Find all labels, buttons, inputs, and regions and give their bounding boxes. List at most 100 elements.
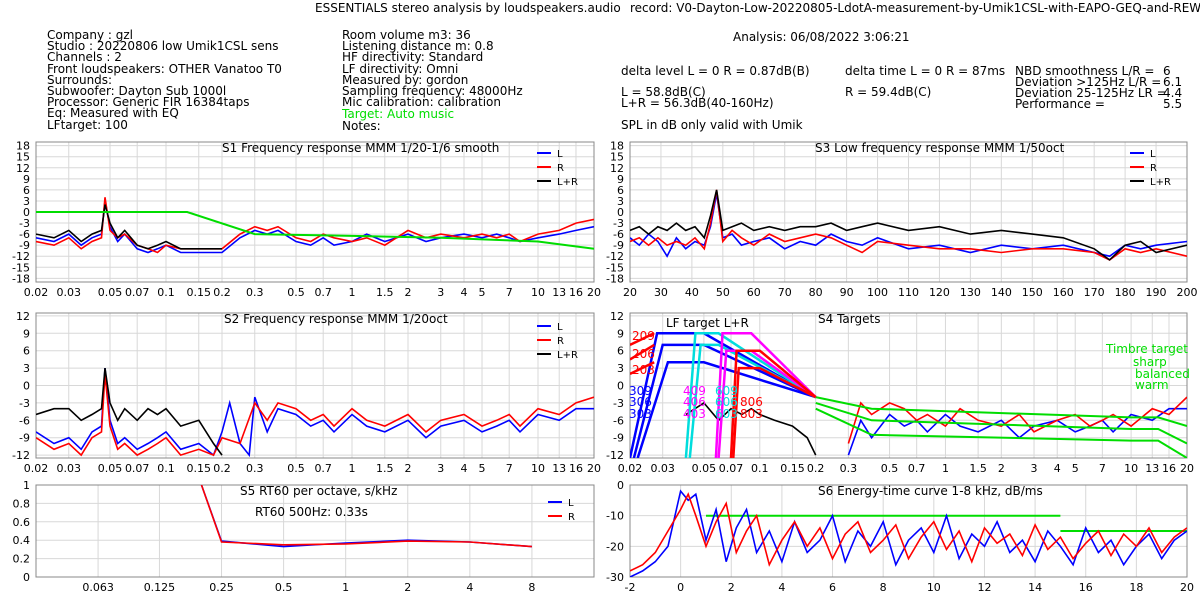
plot-frame xyxy=(629,312,1188,459)
y-tick-label: 15 xyxy=(16,151,30,164)
x-tick-label: 4 xyxy=(466,581,473,594)
x-tick-label: 180 xyxy=(1115,286,1136,299)
x-tick-label: 16 xyxy=(1162,462,1176,475)
timbre-label: Timbre target xyxy=(1105,342,1188,356)
series-target xyxy=(36,211,594,250)
y-tick-label: -30 xyxy=(606,571,624,584)
legend-label: R xyxy=(1150,163,1157,174)
metric-label: Performance = xyxy=(1015,97,1105,111)
x-tick-label: 20 xyxy=(1180,581,1194,594)
x-tick-label: 0.2 xyxy=(213,462,231,475)
legend-label: L+R xyxy=(1150,177,1171,188)
x-tick-label: 0.2 xyxy=(213,286,231,299)
x-tick-label: 10 xyxy=(1124,462,1138,475)
x-tick-label: 100 xyxy=(867,286,888,299)
x-tick-label: 13 xyxy=(552,462,566,475)
y-tick-label: -15 xyxy=(606,261,624,274)
y-tick-label: 6 xyxy=(23,345,30,358)
series-l xyxy=(630,193,1187,258)
x-tick-label: 0.7 xyxy=(314,286,332,299)
x-tick-label: 13 xyxy=(552,286,566,299)
chart-s5: 0.063 0.125 0.25 0.5 1 2 4 8 1 0.8 0.6 0.4 0.2 0 S5 RT… xyxy=(13,479,595,594)
spl-sum: L+R = 56.3dB(40-160Hz) xyxy=(621,96,774,110)
series-r xyxy=(630,189,1187,261)
y-tick-label: 18 xyxy=(16,140,30,153)
info-line: Channels : 2 xyxy=(47,50,122,65)
y-tick-label: -12 xyxy=(606,250,624,263)
y-tick-label: 9 xyxy=(23,173,30,186)
lf-target-label: 309 xyxy=(629,384,652,398)
info-line: LFtarget: 100 xyxy=(47,117,128,132)
series-balanced xyxy=(815,401,1187,445)
x-tick-label: 20 xyxy=(587,462,601,475)
metric-value: 4.4 xyxy=(1163,86,1183,100)
y-tick-label: 0.8 xyxy=(13,497,31,510)
analysis-date: Analysis: 06/08/2022 3:06:21 xyxy=(733,30,910,44)
lf-target-label: 806 xyxy=(740,395,763,409)
y-tick-label: -9 xyxy=(19,239,30,252)
x-tick-label: 70 xyxy=(778,286,792,299)
legend-label: R xyxy=(557,336,564,347)
lf-target-curve xyxy=(714,332,817,458)
series-lplusr xyxy=(630,189,1187,261)
x-tick-label: 0.5 xyxy=(881,462,899,475)
legend-label: R xyxy=(557,163,564,174)
x-tick-label: 2 xyxy=(404,581,411,594)
y-tick-label: 18 xyxy=(610,140,624,153)
y-tick-label: -9 xyxy=(19,432,30,445)
series-r xyxy=(630,492,1187,572)
y-tick-label: -10 xyxy=(606,510,624,523)
lf-target-title: LF target L+R xyxy=(666,316,749,330)
lf-target-label: 403 xyxy=(683,407,706,421)
info-line: Eq: Measured with EQ xyxy=(47,106,179,121)
y-tick-label: -9 xyxy=(613,239,624,252)
info-line: Listening distance m: 0.8 xyxy=(342,39,494,54)
lf-target-curve xyxy=(636,361,817,458)
lf-target-curve xyxy=(732,366,817,458)
x-tick-label: 3 xyxy=(437,286,444,299)
x-tick-label: 7 xyxy=(506,286,513,299)
x-tick-label: 2 xyxy=(405,462,412,475)
x-tick-label: 0.5 xyxy=(275,581,293,594)
lf-target-label: 206 xyxy=(632,347,655,361)
y-tick-label: -20 xyxy=(606,540,624,553)
x-tick-label: 30 xyxy=(654,286,668,299)
plot-frame xyxy=(629,141,1188,283)
y-tick-label: 0 xyxy=(23,571,30,584)
x-tick-label: 4 xyxy=(778,581,785,594)
lf-target-curve xyxy=(729,349,817,458)
info-line: HF directivity: Standard xyxy=(342,50,484,65)
metric-value: 5.5 xyxy=(1163,97,1183,111)
y-tick-label: 1 xyxy=(23,479,30,492)
spl-note: SPL in dB only valid with Umik xyxy=(621,118,803,132)
y-tick-label: 12 xyxy=(16,310,30,323)
delta-time: delta time L = 0 R = 87ms xyxy=(845,64,1006,78)
x-tick-label: 4 xyxy=(1054,462,1061,475)
y-tick-label: -15 xyxy=(12,261,30,274)
x-tick-label: 5 xyxy=(479,286,486,299)
y-tick-label: -3 xyxy=(19,217,30,230)
target-label: Target: Auto music xyxy=(342,107,455,121)
y-tick-label: 0 xyxy=(23,380,30,393)
x-tick-label: 0.1 xyxy=(157,286,175,299)
x-tick-label: 0.15 xyxy=(187,462,212,475)
info-line: Surrounds: xyxy=(47,72,113,87)
x-tick-label: 0.7 xyxy=(314,462,332,475)
series-l xyxy=(36,368,594,458)
legend-label: L xyxy=(557,149,563,160)
x-tick-label: 130 xyxy=(960,286,981,299)
y-tick-label: -12 xyxy=(12,449,30,462)
x-tick-label: 16 xyxy=(1079,581,1093,594)
x-tick-label: 200 xyxy=(1177,286,1198,299)
timbre-label: balanced xyxy=(1135,367,1190,381)
chart-s2: 0.02 0.03 0.05 0.07 0.1 0.15 0.2 0.3 0.5 0.7 1 1.5 2… xyxy=(12,310,601,475)
y-tick-label: -18 xyxy=(606,272,624,285)
x-tick-label: 1.5 xyxy=(376,462,394,475)
y-tick-label: -9 xyxy=(613,432,624,445)
x-tick-label: 20 xyxy=(587,286,601,299)
chart-title: S3 Low frequency response MMM 1/50oct xyxy=(815,141,1065,155)
x-tick-label: 0.063 xyxy=(82,581,114,594)
legend-label: L xyxy=(557,322,563,333)
timbre-label: sharp xyxy=(1133,355,1167,369)
lf-target-curve xyxy=(684,332,817,458)
